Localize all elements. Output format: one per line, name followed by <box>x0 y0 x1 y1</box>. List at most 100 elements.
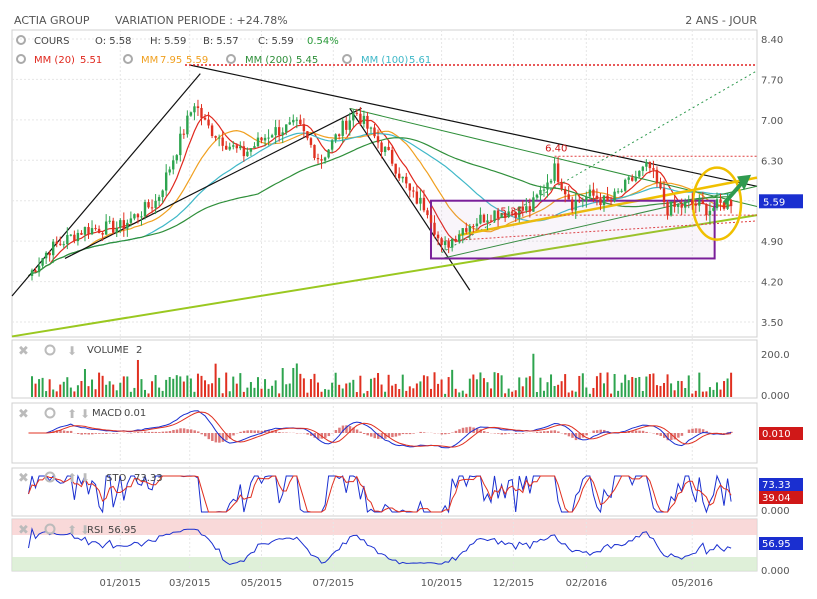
macd-histogram-bar <box>256 430 260 433</box>
gear-icon[interactable] <box>16 35 26 45</box>
x-tick: 12/2015 <box>493 578 535 589</box>
macd-histogram-bar <box>278 431 281 433</box>
volume-bar <box>712 389 715 397</box>
candle-body <box>196 106 200 108</box>
volume-bar <box>624 374 627 397</box>
volume-bar <box>606 372 609 397</box>
volume-bar <box>320 391 323 397</box>
macd-histogram-bar <box>214 433 218 443</box>
macd-histogram-bar <box>486 432 489 433</box>
legend-mm50-label: MM <box>141 55 158 66</box>
legend-cours-b: B: 5.57 <box>203 36 239 47</box>
volume-bar <box>680 381 683 397</box>
volume-bar <box>73 391 76 397</box>
candle-body <box>235 145 238 149</box>
close-icon[interactable]: ✖ <box>18 523 29 538</box>
period-text: 2 ANS - JOUR <box>685 14 757 27</box>
volume-bar <box>666 374 669 397</box>
candle-body <box>468 226 472 232</box>
macd-histogram-bar <box>172 429 175 433</box>
candle-body <box>48 252 51 256</box>
arrow-up-icon[interactable]: ⬆ <box>67 471 77 485</box>
macd-histogram-bar <box>158 432 161 433</box>
candle-body <box>493 210 496 222</box>
candle-body <box>154 200 157 208</box>
gear-icon[interactable] <box>123 54 133 64</box>
volume-bar <box>112 384 115 397</box>
arrow-down-icon[interactable]: ⬇ <box>80 407 90 421</box>
macd-histogram-bar <box>571 433 574 438</box>
macd-histogram-bar <box>165 431 168 433</box>
macd-histogram-bar <box>659 433 662 437</box>
gear-icon[interactable] <box>16 54 26 64</box>
gear-icon[interactable] <box>44 344 56 356</box>
price-tick: 6.30 <box>761 156 783 167</box>
price-tick: 4.20 <box>761 278 783 289</box>
gear-icon[interactable] <box>44 523 56 535</box>
macd-histogram-bar <box>359 431 362 433</box>
volume-bar <box>546 382 549 397</box>
candle-body <box>405 176 408 184</box>
candle-body <box>514 212 517 218</box>
close-icon[interactable]: ✖ <box>18 407 29 422</box>
arrow-down-icon[interactable]: ⬇ <box>80 523 90 537</box>
volume-bar <box>331 382 334 397</box>
macd-histogram-bar <box>691 428 694 433</box>
candle-body <box>369 127 373 129</box>
macd-histogram-bar <box>447 433 451 434</box>
candle-body <box>482 214 486 223</box>
trend-line <box>64 107 362 260</box>
arrow-down-icon[interactable]: ⬇ <box>67 344 77 358</box>
high-label: 6.40 <box>545 144 567 155</box>
volume-bar <box>369 378 372 397</box>
volume-bar <box>214 363 217 397</box>
macd-histogram-bar <box>730 431 733 433</box>
volume-bar <box>359 375 362 397</box>
rsi-oversold-zone <box>12 557 757 571</box>
macd-histogram-bar <box>458 429 461 433</box>
support-line <box>441 185 758 259</box>
volume-bar <box>384 391 387 397</box>
volume-bar <box>235 383 238 397</box>
macd-histogram-bar <box>373 433 376 439</box>
volume-bar <box>698 372 701 397</box>
price-panel <box>11 29 758 338</box>
macd-histogram-bar <box>419 431 422 433</box>
close-icon[interactable]: ✖ <box>18 471 29 486</box>
volume-bar <box>451 369 454 397</box>
volume-bar <box>426 376 429 397</box>
macd-histogram-bar <box>317 433 320 439</box>
macd-histogram-bar <box>232 433 235 436</box>
arrow-up-icon[interactable]: ⬆ <box>67 523 77 537</box>
macd-histogram-bar <box>249 430 253 433</box>
candle-body <box>486 220 489 223</box>
gear-icon[interactable] <box>44 407 56 419</box>
volume-bar <box>62 381 65 397</box>
arrow-down-icon[interactable]: ⬇ <box>80 471 90 485</box>
macd-histogram-bar <box>680 433 684 436</box>
volume-bar <box>401 374 404 397</box>
x-tick: 03/2015 <box>169 578 211 589</box>
arrow-up-icon[interactable]: ⬆ <box>67 407 77 421</box>
candle-body <box>383 146 387 153</box>
macd-histogram-bar <box>645 431 648 433</box>
price-tick: 4.90 <box>761 237 783 248</box>
last-price-tag: 5.59 <box>763 197 785 208</box>
close-icon[interactable]: ✖ <box>18 344 29 359</box>
candle-body <box>701 200 705 205</box>
gear-icon[interactable] <box>44 471 56 483</box>
legend-mm200-value: 5.45 <box>296 55 318 66</box>
volume-bar <box>588 393 591 397</box>
volume-bar <box>182 381 185 397</box>
volume-bar <box>613 373 616 397</box>
volume-bar <box>723 381 726 397</box>
macd-histogram-bar <box>401 433 405 435</box>
candle-body <box>503 213 507 218</box>
volume-bar <box>715 382 718 397</box>
candle-body <box>599 198 602 206</box>
gear-icon[interactable] <box>342 54 352 64</box>
macd-histogram-bar <box>101 433 105 434</box>
gear-icon[interactable] <box>226 54 236 64</box>
candle-body <box>37 265 41 273</box>
